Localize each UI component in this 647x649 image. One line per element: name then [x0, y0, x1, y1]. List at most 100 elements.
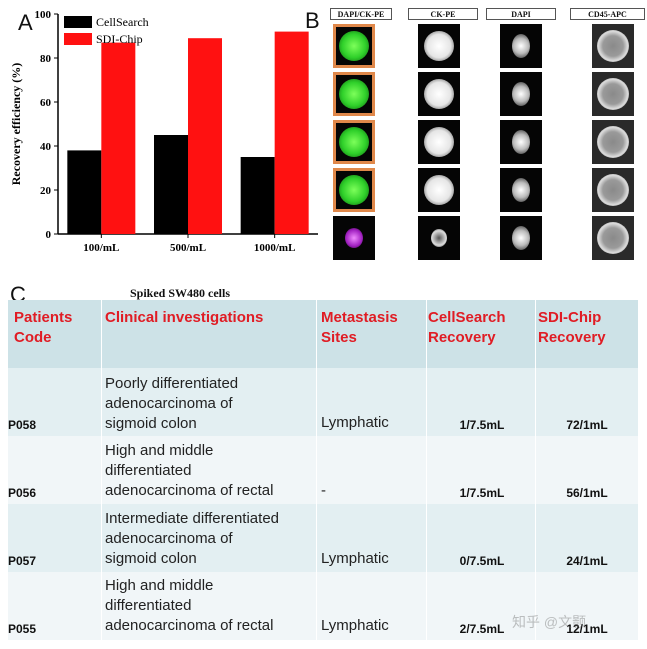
table-row: High and middle differentiated adenocarcin… — [8, 572, 638, 640]
table-row: Poorly differentiated adenocarcinoma of si… — [8, 368, 638, 436]
cell-image — [592, 216, 634, 260]
bar-cellsearch — [67, 150, 102, 234]
cell-blob — [512, 34, 530, 58]
cell-image — [592, 72, 634, 116]
cell-blob — [424, 175, 454, 205]
metastasis-cell: Lymphatic — [321, 617, 389, 634]
metastasis-cell: - — [321, 482, 326, 499]
y-tick-label: 100 — [35, 9, 52, 21]
y-tick-label: 80 — [40, 53, 52, 65]
column-divider — [535, 300, 536, 640]
cell-blob — [339, 127, 369, 157]
cell-image — [500, 216, 542, 260]
sdichip-cell: 24/1mL — [566, 554, 608, 568]
recovery-bar-chart: 0 20 40 60 80 100 Recovery efficiency (%) 100/m… — [9, 9, 318, 254]
column-header-ckpe: CK-PE — [408, 8, 478, 20]
bar-sdi-chip — [101, 42, 136, 234]
y-axis-label: Recovery efficiency (%) — [9, 63, 23, 186]
cell-blob — [424, 127, 454, 157]
clinical-cell: High and middle differentiated adenocarcin… — [105, 577, 274, 634]
sdichip-cell: 12/1mL — [566, 622, 608, 636]
header-clinical-investigations: Clinical investigations — [105, 309, 264, 326]
cell-blob — [512, 82, 530, 106]
clinical-cell: Poorly differentiated adenocarcinoma of si… — [105, 375, 239, 432]
cell-blob — [597, 78, 629, 110]
legend-label: SDI-Chip — [96, 32, 143, 46]
x-tick-label: 500/mL — [170, 242, 206, 254]
patient-code: P056 — [8, 486, 37, 500]
cell-image — [418, 24, 460, 68]
cell-blob — [339, 79, 369, 109]
legend-swatch — [64, 33, 92, 45]
patient-code: P058 — [8, 418, 37, 432]
table-row: High and middle differentiated adenocarcin… — [8, 436, 638, 504]
metastasis-cell: Lymphatic — [321, 414, 389, 431]
y-tick-label: 20 — [40, 185, 52, 197]
table-row: Intermediate differentiated adenocarcinom… — [8, 504, 638, 572]
clinical-cell: High and middle differentiated adenocarcin… — [105, 442, 274, 499]
cell-blob — [339, 31, 369, 61]
cell-blob — [424, 79, 454, 109]
cell-image — [592, 168, 634, 212]
table-header: Patients Code Clinical investigations Me… — [8, 300, 638, 368]
sdichip-cell: 56/1mL — [566, 486, 608, 500]
cell-image-grid: DAPI/CK-PE CK-PE DAPI CD45-APC — [330, 8, 645, 263]
cell-image — [333, 120, 375, 164]
x-tick-label: 100/mL — [83, 242, 119, 254]
legend-swatch — [64, 16, 92, 28]
cell-blob — [512, 226, 530, 250]
sdichip-cell: 72/1mL — [566, 418, 608, 432]
column-divider — [101, 300, 102, 640]
cellsearch-cell: 1/7.5mL — [459, 486, 505, 500]
patient-code: P057 — [8, 554, 37, 568]
x-tick-label: 1000/mL — [254, 242, 296, 254]
cell-blob — [431, 229, 447, 247]
y-tick-label: 0 — [46, 229, 52, 241]
watermark: 知乎 @文颢 — [512, 614, 587, 630]
clinical-cell: Intermediate differentiated adenocarcinom… — [105, 510, 280, 567]
bar-sdi-chip — [274, 31, 309, 234]
cell-blob — [512, 178, 530, 202]
cellsearch-cell: 0/7.5mL — [459, 554, 505, 568]
cell-blob — [424, 31, 454, 61]
cell-blob — [345, 228, 363, 248]
cell-blob — [597, 126, 629, 158]
cellsearch-cell: 1/7.5mL — [459, 418, 505, 432]
column-header-cd45-apc: CD45-APC — [570, 8, 645, 20]
table-title: Spiked SW480 cells — [130, 286, 231, 300]
header-patients-code: Patients Code — [14, 309, 73, 346]
panel-a-label: A — [18, 10, 33, 35]
y-tick-label: 60 — [40, 97, 52, 109]
column-header-dapi: DAPI — [486, 8, 556, 20]
cell-image — [333, 72, 375, 116]
legend-label: CellSearch — [96, 15, 149, 29]
metastasis-cell: Lymphatic — [321, 550, 389, 567]
header-sdichip-recovery: SDI-Chip Recovery — [538, 309, 606, 346]
patient-table: Patients Code Clinical investigations Me… — [8, 300, 638, 640]
column-divider — [426, 300, 427, 640]
cell-blob — [597, 30, 629, 62]
cell-blob — [339, 175, 369, 205]
cell-image — [333, 216, 375, 260]
header-metastasis-sites: Metastasis Sites — [321, 309, 398, 346]
header-cellsearch-recovery: CellSearch Recovery — [428, 309, 506, 346]
column-divider — [316, 300, 317, 640]
cell-image — [418, 72, 460, 116]
cell-image — [500, 168, 542, 212]
cell-image — [500, 24, 542, 68]
patient-code: P055 — [8, 622, 37, 636]
bar-cellsearch — [154, 135, 188, 234]
panel-b-label: B — [305, 8, 320, 33]
cell-image — [500, 72, 542, 116]
cell-blob — [597, 222, 629, 254]
bar-sdi-chip — [188, 38, 222, 235]
cell-image — [592, 120, 634, 164]
cell-image — [500, 120, 542, 164]
cell-blob — [512, 130, 530, 154]
cell-image — [418, 216, 460, 260]
y-tick-label: 40 — [40, 141, 52, 153]
cell-blob — [597, 174, 629, 206]
cellsearch-cell: 2/7.5mL — [459, 622, 505, 636]
cell-image — [418, 168, 460, 212]
cell-image — [418, 120, 460, 164]
